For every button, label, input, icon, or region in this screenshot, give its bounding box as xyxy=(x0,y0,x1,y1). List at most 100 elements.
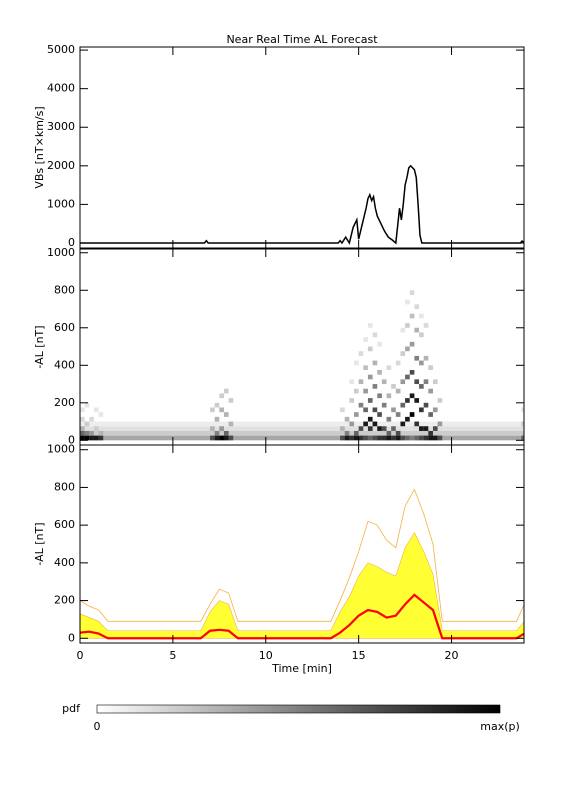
pdf-cell xyxy=(84,421,90,427)
pdf-cell xyxy=(377,412,382,417)
data-line xyxy=(80,164,524,245)
pdf-cell xyxy=(423,355,429,361)
pdf-cell xyxy=(391,407,396,413)
pdf-cell xyxy=(395,430,401,436)
pdf-cell xyxy=(80,426,85,431)
pdf-cell xyxy=(432,407,438,413)
pdf-cell xyxy=(400,351,406,356)
colorbar-max: max(p) xyxy=(480,720,520,733)
y-tick-label: 1000 xyxy=(47,197,75,210)
pdf-cell xyxy=(80,407,85,413)
pdf-cell xyxy=(419,384,424,389)
pdf-cell xyxy=(377,435,382,441)
pdf-cell xyxy=(428,430,433,436)
pdf-cell xyxy=(381,402,387,408)
pdf-cell xyxy=(363,435,368,441)
pdf-cell xyxy=(400,402,406,408)
pdf-cell xyxy=(386,430,392,436)
pdf-cell xyxy=(381,435,387,441)
pdf-cell xyxy=(405,323,410,328)
pdf-cell xyxy=(358,351,364,356)
pdf-cell xyxy=(344,416,350,422)
pdf-cell xyxy=(228,398,234,403)
pdf-cell xyxy=(84,435,90,441)
pdf-cell xyxy=(400,421,406,427)
pdf-cell xyxy=(400,327,406,333)
pdf-cell xyxy=(428,412,433,417)
pdf-cell xyxy=(344,435,350,441)
pdf-cell xyxy=(405,374,410,380)
x-tick-label: 10 xyxy=(259,649,273,662)
plot-frame xyxy=(79,248,525,446)
plot-frame xyxy=(79,46,525,249)
pdf-cell xyxy=(354,430,359,436)
pdf-cell xyxy=(391,435,396,441)
y-tick-label: 800 xyxy=(54,480,75,493)
pdf-cell xyxy=(223,430,229,436)
pdf-cell xyxy=(228,435,234,441)
pdf-cell xyxy=(98,412,104,417)
pdf-cell xyxy=(428,388,433,394)
pdf-band xyxy=(80,430,524,436)
pdf-cell xyxy=(405,299,410,305)
pdf-cell xyxy=(89,435,94,441)
pdf-cell xyxy=(93,435,99,441)
y-tick-label: 200 xyxy=(54,594,75,607)
pdf-cell xyxy=(367,323,373,328)
pdf-cell xyxy=(395,360,401,366)
y-tick-label: 3000 xyxy=(47,120,75,133)
y-axis-label: -AL [nT] xyxy=(33,325,46,368)
pdf-cell xyxy=(363,365,368,370)
y-tick-label: 0 xyxy=(68,433,75,446)
quantile-area xyxy=(80,532,524,639)
pdf-cell xyxy=(432,426,438,431)
pdf-cell xyxy=(381,426,387,431)
pdf-cell xyxy=(372,360,378,366)
pdf-cell xyxy=(358,426,364,431)
pdf-cell xyxy=(98,435,104,441)
pdf-cell xyxy=(89,416,94,422)
pdf-cell xyxy=(89,430,94,436)
pdf-cell xyxy=(414,327,420,333)
pdf-cell xyxy=(414,304,420,310)
pdf-cell xyxy=(423,426,429,431)
pdf-cell xyxy=(363,337,368,342)
pdf-cell xyxy=(428,435,433,441)
pdf-cell xyxy=(372,435,378,441)
pdf-band xyxy=(80,421,524,427)
pdf-cell xyxy=(386,393,392,399)
pdf-cell xyxy=(419,313,424,319)
pdf-cell xyxy=(223,412,229,417)
pdf-cell xyxy=(219,426,224,431)
pdf-cell xyxy=(214,435,220,441)
pdf-cell xyxy=(214,430,220,436)
pdf-cell xyxy=(395,435,401,441)
pdf-cell xyxy=(358,379,364,385)
pdf-cell xyxy=(414,379,420,385)
pdf-cell xyxy=(437,435,443,441)
pdf-cell xyxy=(409,313,415,319)
pdf-cell xyxy=(386,435,392,441)
pdf-cell xyxy=(419,426,424,431)
pdf-cell xyxy=(405,416,410,422)
pdf-cell xyxy=(372,332,378,338)
pdf-cell xyxy=(377,426,382,431)
x-axis-label: Time [min] xyxy=(271,662,332,675)
pdf-cell xyxy=(210,426,215,431)
pdf-cell xyxy=(210,407,215,413)
pdf-cell xyxy=(80,430,85,436)
pdf-cell xyxy=(367,374,373,380)
x-tick-label: 5 xyxy=(169,649,176,662)
pdf-cell xyxy=(354,388,359,394)
pdf-cell xyxy=(409,341,415,347)
pdf-cell xyxy=(400,435,406,441)
x-tick-label: 20 xyxy=(445,649,459,662)
pdf-cell xyxy=(349,398,355,403)
pdf-cell xyxy=(423,323,429,328)
pdf-cell xyxy=(377,393,382,399)
pdf-cell xyxy=(521,435,524,441)
pdf-cell xyxy=(419,407,424,413)
pdf-cell xyxy=(219,393,224,399)
pdf-cell xyxy=(405,346,410,352)
